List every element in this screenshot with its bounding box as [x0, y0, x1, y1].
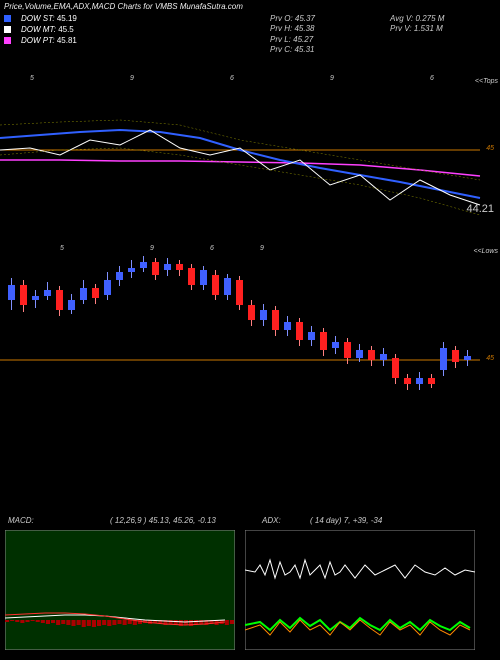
macd-params: ( 12,26,9 ) 45.13, 45.26, -0.13 — [110, 516, 216, 525]
svg-text:9: 9 — [130, 75, 134, 82]
svg-text:6: 6 — [230, 75, 234, 82]
svg-text:9: 9 — [150, 245, 154, 252]
price-45-label: 45 — [486, 145, 494, 152]
axis-lows: <<Lows — [473, 248, 498, 255]
svg-text:6: 6 — [210, 245, 214, 252]
adx-chart — [245, 530, 475, 650]
svg-text:9: 9 — [260, 245, 264, 252]
ema-chart: 5 9 6 9 6 5 9 6 9 — [0, 0, 500, 440]
candle-45-label: 45 — [486, 355, 494, 362]
svg-text:9: 9 — [330, 75, 334, 82]
axis-tops: <<Tops — [475, 78, 498, 85]
adx-params: ( 14 day) 7, +39, -34 — [310, 516, 382, 525]
macd-label: MACD: — [8, 516, 34, 525]
svg-text:6: 6 — [430, 75, 434, 82]
macd-chart — [5, 530, 235, 650]
adx-label: ADX: — [262, 516, 281, 525]
svg-text:5: 5 — [30, 75, 34, 82]
price-end-label: 44.21 — [466, 203, 494, 215]
svg-text:5: 5 — [60, 245, 64, 252]
